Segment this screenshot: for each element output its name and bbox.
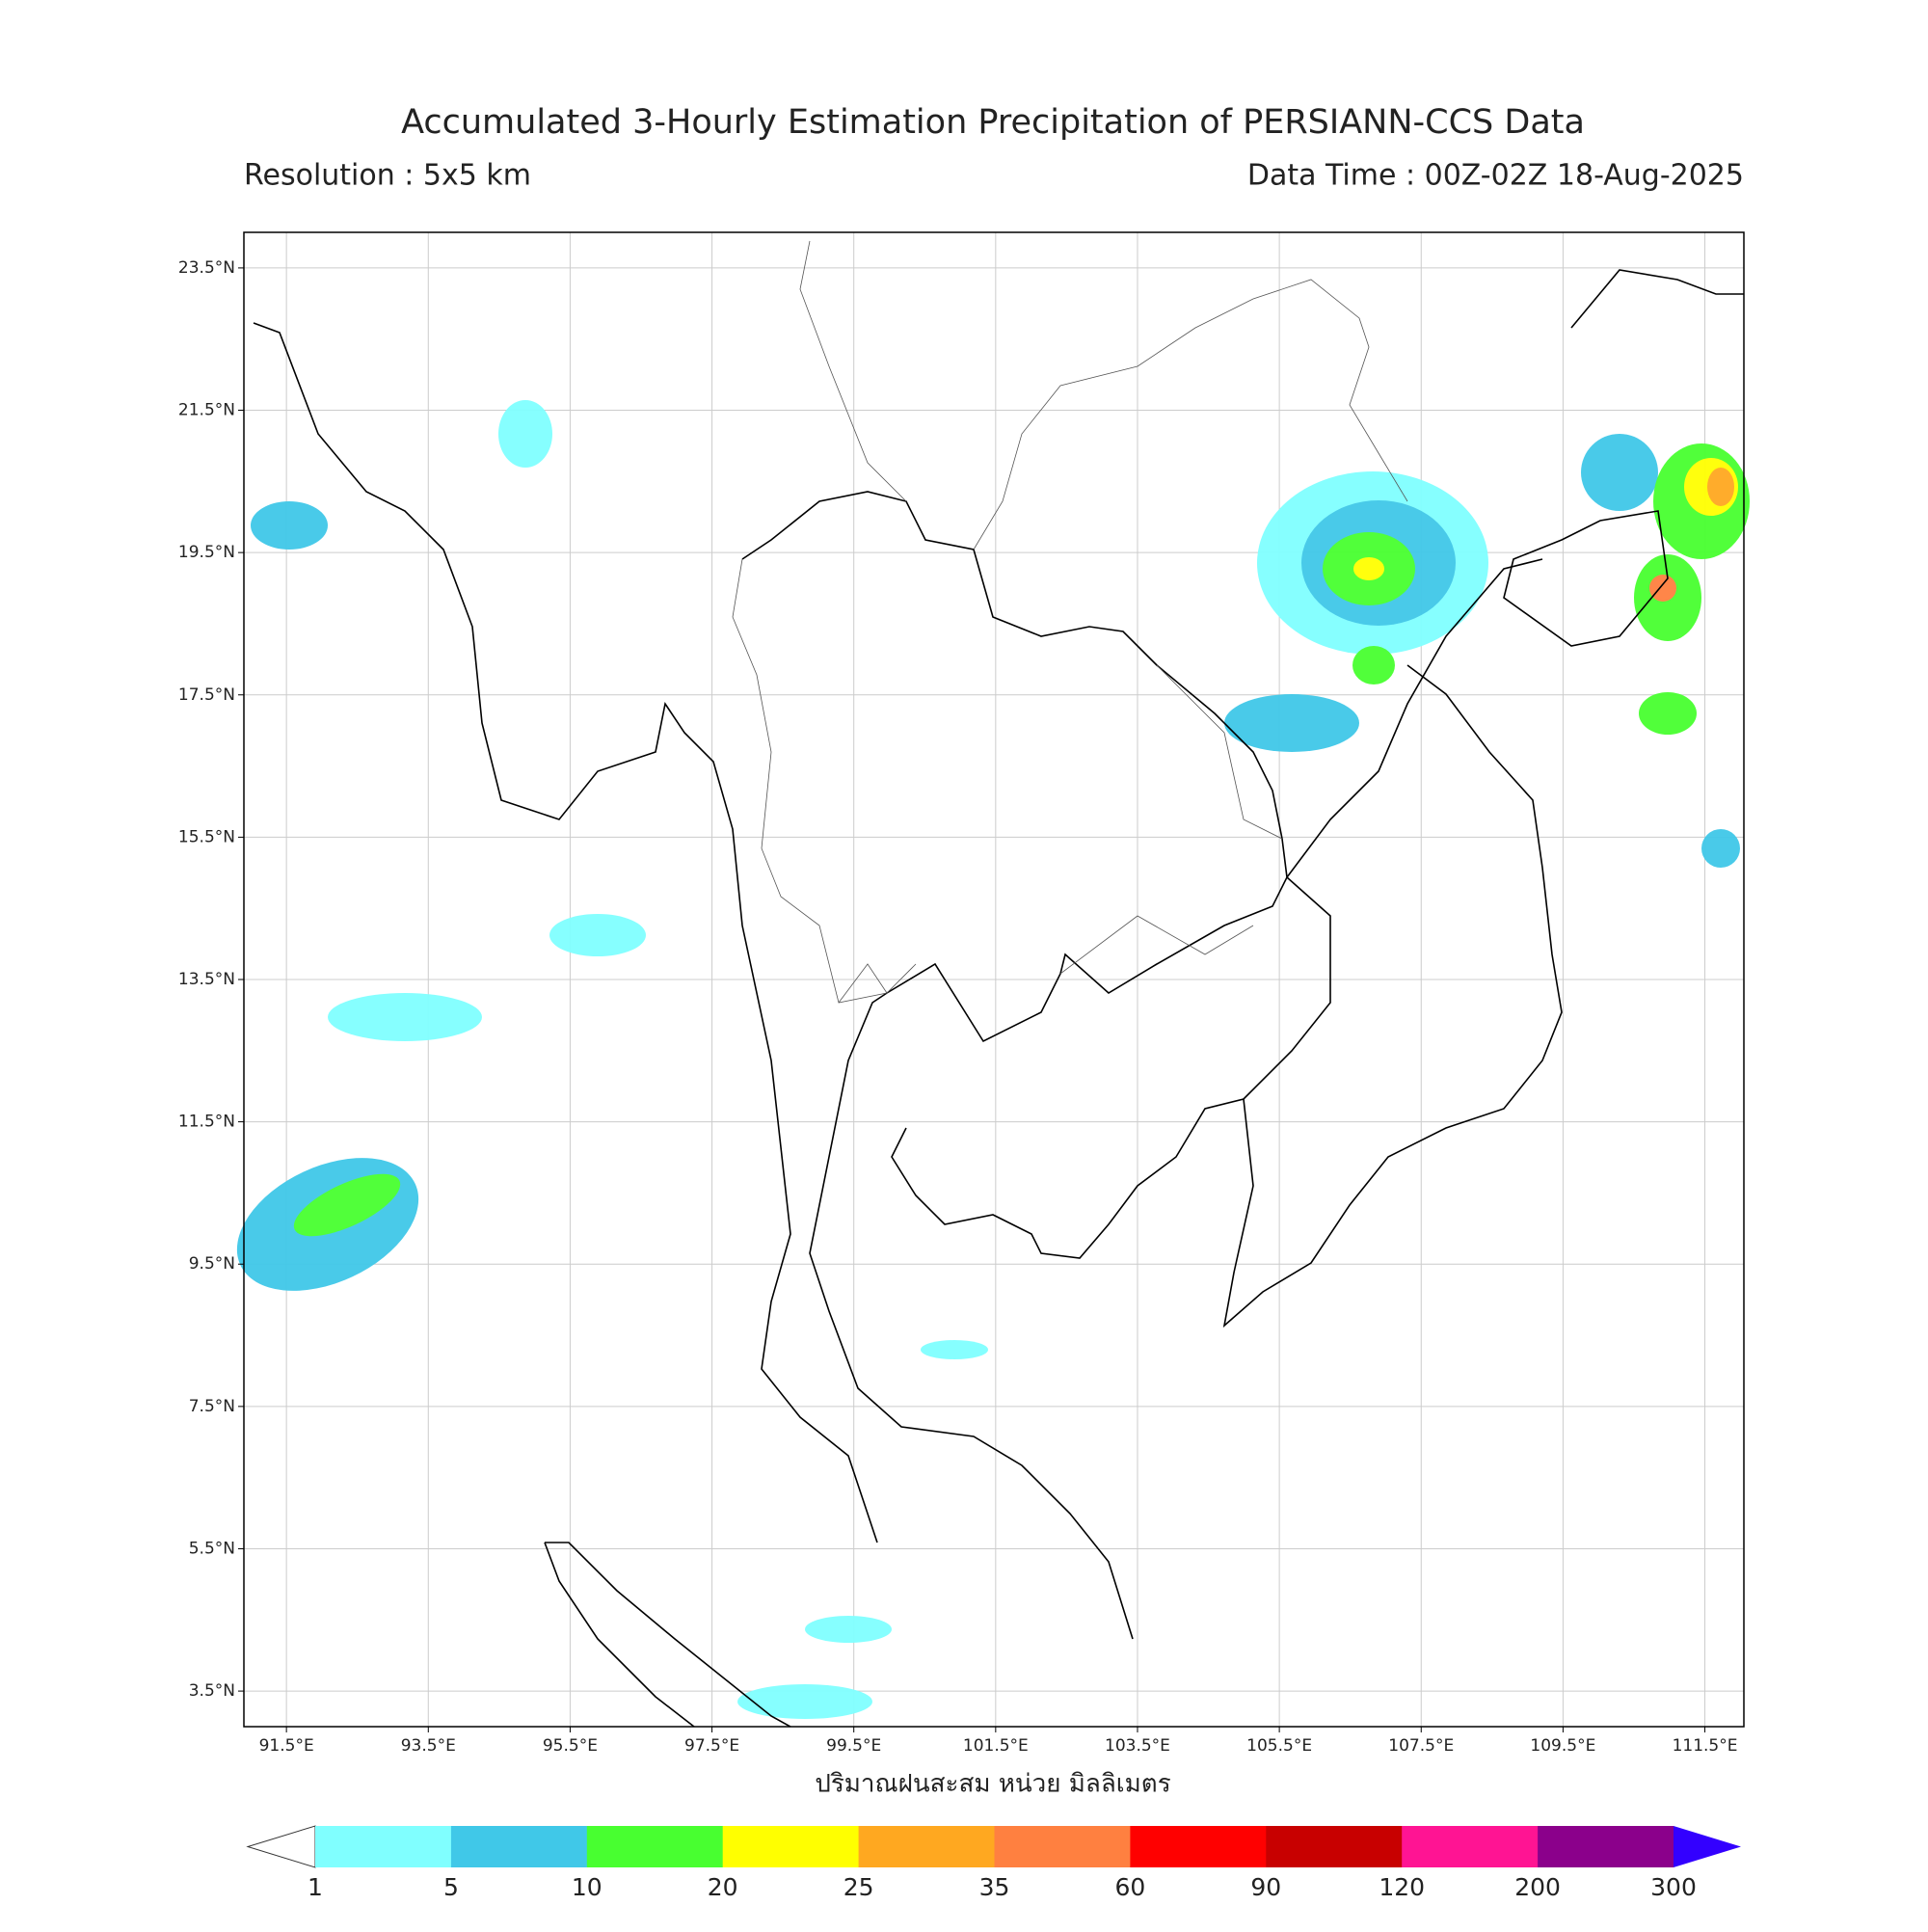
colorbar: 1 5 10 20 25 35 60 90 120 200 300 bbox=[246, 1825, 1741, 1901]
y-tick-label: 15.5°N bbox=[178, 827, 235, 846]
x-tick-label: 107.5°E bbox=[1388, 1736, 1454, 1756]
rain-area bbox=[805, 1616, 892, 1643]
coastlines bbox=[253, 269, 1744, 1728]
x-tick-label: 111.5°E bbox=[1673, 1736, 1738, 1756]
coastline bbox=[1286, 558, 1543, 878]
y-tick-label: 21.5°N bbox=[178, 401, 235, 420]
y-tick-label: 3.5°N bbox=[189, 1681, 235, 1701]
colorbar-bin bbox=[1402, 1826, 1539, 1867]
colorbar-bin bbox=[1130, 1826, 1267, 1867]
colorbar-tick-label: 35 bbox=[979, 1873, 1010, 1901]
map-area bbox=[236, 231, 1750, 1728]
rain-area bbox=[1649, 575, 1676, 602]
colorbar-tick-label: 25 bbox=[844, 1873, 874, 1901]
x-tick-label: 101.5°E bbox=[963, 1736, 1029, 1756]
grid bbox=[244, 232, 1744, 1727]
x-tick-label: 91.5°E bbox=[259, 1736, 314, 1756]
coastline bbox=[891, 876, 1331, 1259]
rain-areas bbox=[236, 400, 1750, 1719]
rain-area bbox=[1224, 694, 1359, 752]
coastline bbox=[544, 1542, 791, 1728]
y-tick-label: 19.5°N bbox=[178, 543, 235, 562]
border bbox=[799, 240, 1408, 550]
colorbar-tick-label: 1 bbox=[308, 1873, 323, 1901]
rain-area bbox=[737, 1684, 872, 1719]
y-tick-label: 5.5°N bbox=[189, 1539, 235, 1558]
rain-area bbox=[1639, 692, 1697, 735]
y-tick-label: 13.5°N bbox=[178, 970, 235, 989]
colorbar-tick-label: 200 bbox=[1514, 1873, 1561, 1901]
colorbar-tick-label: 60 bbox=[1114, 1873, 1145, 1901]
y-tick-label: 11.5°N bbox=[178, 1113, 235, 1132]
title: Accumulated 3-Hourly Estimation Precipit… bbox=[401, 103, 1585, 142]
x-tick-label: 105.5°E bbox=[1246, 1736, 1312, 1756]
rain-area bbox=[251, 501, 328, 550]
y-tick-label: 7.5°N bbox=[189, 1397, 235, 1416]
rain-area bbox=[1701, 829, 1740, 868]
rain-area bbox=[293, 1173, 401, 1237]
colorbar-bin bbox=[858, 1826, 995, 1867]
rain-area bbox=[1581, 434, 1658, 511]
rain-area bbox=[498, 400, 552, 468]
colorbar-label: ปริมาณฝนสะสม หน่วย มิลลิเมตร bbox=[815, 1770, 1170, 1799]
x-tick-label: 103.5°E bbox=[1105, 1736, 1170, 1756]
y-tick-label: 23.5°N bbox=[178, 258, 235, 278]
colorbar-tick-label: 120 bbox=[1379, 1873, 1425, 1901]
colorbar-bin bbox=[1266, 1826, 1403, 1867]
x-tick-label: 97.5°E bbox=[684, 1736, 739, 1756]
colorbar-tick-label: 90 bbox=[1250, 1873, 1281, 1901]
rain-area bbox=[1353, 557, 1384, 580]
colorbar-bin bbox=[450, 1826, 588, 1867]
borders bbox=[732, 240, 1408, 1004]
colorbar-bin bbox=[315, 1826, 452, 1867]
colorbar-under bbox=[246, 1825, 316, 1868]
colorbar-tick-label: 300 bbox=[1650, 1873, 1697, 1901]
coastline bbox=[1503, 269, 1744, 647]
x-tick-label: 95.5°E bbox=[543, 1736, 598, 1756]
colorbar-bin bbox=[586, 1826, 724, 1867]
colorbar-tick-label: 10 bbox=[572, 1873, 602, 1901]
rain-area bbox=[1352, 646, 1395, 684]
x-tick-label: 109.5°E bbox=[1530, 1736, 1595, 1756]
coastline bbox=[741, 491, 1288, 1640]
x-tick-label: 93.5°E bbox=[401, 1736, 456, 1756]
coastline bbox=[253, 322, 878, 1543]
rain-area bbox=[549, 914, 646, 956]
colorbar-tick-label: 5 bbox=[443, 1873, 459, 1901]
resolution: Resolution : 5x5 km bbox=[244, 159, 531, 193]
rain-area bbox=[328, 993, 482, 1041]
colorbar-bin bbox=[1538, 1826, 1674, 1867]
y-tick-label: 9.5°N bbox=[189, 1254, 235, 1274]
colorbar-tick-label: 20 bbox=[708, 1873, 738, 1901]
x-tick-label: 99.5°E bbox=[826, 1736, 881, 1756]
coastline bbox=[1222, 664, 1563, 1328]
colorbar-bin bbox=[994, 1826, 1131, 1867]
data-time: Data Time : 00Z-02Z 18-Aug-2025 bbox=[1247, 159, 1744, 193]
colorbar-bin bbox=[722, 1826, 860, 1867]
border bbox=[732, 558, 1283, 1004]
y-tick-label: 17.5°N bbox=[178, 685, 235, 705]
rain-area bbox=[1707, 468, 1734, 506]
rain-area bbox=[921, 1340, 988, 1359]
colorbar-over bbox=[1674, 1826, 1741, 1867]
